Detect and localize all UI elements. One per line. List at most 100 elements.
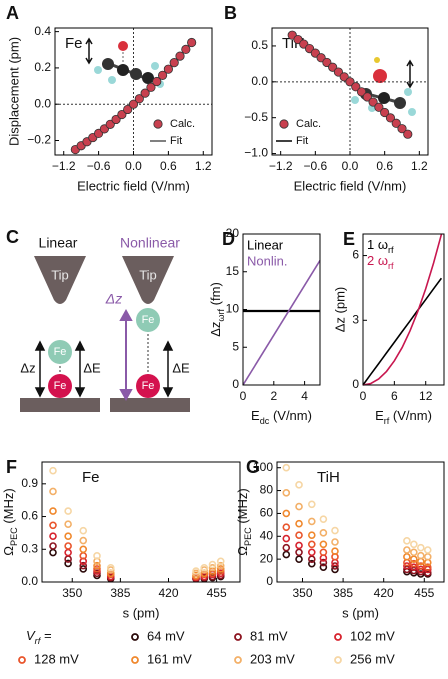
data-point <box>181 44 191 55</box>
molecule-inset <box>85 37 164 88</box>
panel-label: D <box>222 229 235 249</box>
y-axis-label: Δzωrf (fm) <box>208 282 226 337</box>
data-point <box>79 526 88 535</box>
legend-label: 64 mV <box>147 628 185 643</box>
data-point <box>49 548 57 557</box>
label-part: (MHz) <box>235 488 250 527</box>
data-point <box>417 565 425 574</box>
data-point <box>93 552 101 560</box>
data-point <box>410 548 418 557</box>
data-point <box>111 114 121 125</box>
legend-label: Linear <box>247 237 284 252</box>
data-point <box>385 113 396 123</box>
tip <box>122 256 174 304</box>
data-point <box>79 565 88 573</box>
legend-label: Fit <box>296 135 308 147</box>
data-point <box>93 565 101 573</box>
arrow-label: Δz <box>20 360 35 375</box>
diagram-c: C Linear Nonlinear Tip Tip Fe Fe Fe Fe Δ… <box>6 227 190 412</box>
label-part: (fm) <box>208 282 223 309</box>
data-point <box>319 515 328 523</box>
panel-label: F <box>6 457 17 477</box>
data-point <box>282 543 291 552</box>
y-tick-label: 0 <box>232 377 239 391</box>
data-point <box>282 523 291 531</box>
x-tick-label: 2 <box>270 389 277 403</box>
data-point <box>351 82 361 92</box>
label-part: ωrf <box>216 308 226 321</box>
legend-label: 81 mV <box>250 628 288 643</box>
data-point <box>397 124 407 134</box>
label-part: E <box>375 408 384 423</box>
y-tick-label: 20 <box>226 226 240 240</box>
x-tick-label: 420 <box>374 586 394 600</box>
data-point <box>282 509 291 518</box>
arrow-label: Δz <box>105 291 122 307</box>
panel-label: G <box>246 457 260 477</box>
y-tick-label: 15 <box>226 264 240 278</box>
data-point <box>295 555 303 563</box>
x-tick-label: −1.2 <box>269 159 293 173</box>
x-tick-label: 420 <box>158 586 178 600</box>
y-tick-label: 0 <box>352 377 359 391</box>
data-point <box>117 109 127 120</box>
series-line <box>362 277 443 386</box>
surface <box>110 398 190 412</box>
data-point <box>140 88 150 98</box>
legend-marker <box>334 656 342 664</box>
data-point <box>391 118 401 128</box>
x-tick-label: 0 <box>360 389 367 403</box>
plot-frame <box>276 461 445 583</box>
data-point <box>79 561 88 570</box>
label-part: Ω <box>235 546 250 556</box>
data-point <box>319 540 328 549</box>
data-point <box>216 561 225 570</box>
label-part: (MHz) <box>1 488 16 527</box>
data-point <box>331 538 339 546</box>
data-point <box>319 548 328 557</box>
x-tick-label: 0.6 <box>376 159 393 173</box>
data-point <box>403 553 411 561</box>
data-point <box>123 104 133 115</box>
data-point <box>295 541 303 550</box>
atom <box>48 340 72 364</box>
data-point <box>295 531 303 539</box>
atom-label: Fe <box>142 380 155 392</box>
label-part: (V/nm) <box>269 408 312 423</box>
data-point <box>163 64 173 74</box>
x-tick-label: 0.6 <box>160 159 177 173</box>
label-part: rf <box>388 245 394 255</box>
data-point <box>331 565 339 574</box>
data-point <box>79 545 88 554</box>
y-tick-label: 0.5 <box>251 38 268 52</box>
x-tick-label: 1.2 <box>411 159 428 173</box>
y-axis-label: Displacement (pm) <box>6 37 21 146</box>
data-point <box>417 543 425 552</box>
data-point <box>282 489 291 497</box>
atom-label: Fe <box>54 380 67 392</box>
data-point <box>192 567 200 575</box>
legend-title: Vrf = <box>26 628 52 646</box>
x-tick-label: 385 <box>333 586 353 600</box>
x-tick-label: 4 <box>301 389 308 403</box>
data-point <box>216 557 225 566</box>
legend-label: 1 ωrf <box>367 237 394 255</box>
data-point <box>331 547 339 555</box>
legend-label: Calc. <box>170 118 195 130</box>
data-point <box>374 102 384 112</box>
plot-frame <box>54 27 213 156</box>
y-axis-label: ΩPEC (MHz) <box>1 488 19 555</box>
y-tick-label: 5 <box>232 339 239 353</box>
legend-marker <box>18 656 26 664</box>
legend-label: 256 mV <box>350 651 395 666</box>
data-point <box>403 565 411 574</box>
legend-label: Nonlin. <box>247 253 287 268</box>
x-tick-label: 1.2 <box>195 159 212 173</box>
data-point <box>417 562 425 570</box>
x-axis-label: Electric field (V/nm) <box>77 178 190 193</box>
data-point <box>282 534 291 543</box>
data-point <box>64 520 72 528</box>
label-part: PEC <box>9 527 19 546</box>
y-tick-label: 6 <box>352 248 359 262</box>
tip-label: Tip <box>51 267 69 282</box>
